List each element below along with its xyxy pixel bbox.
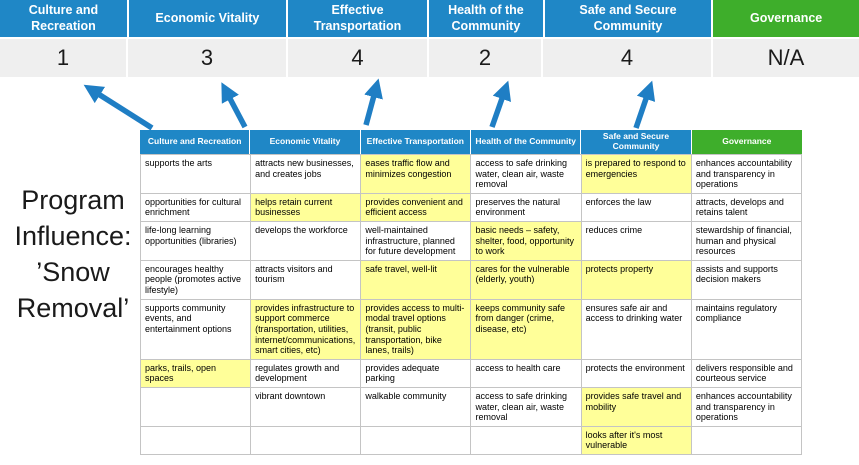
matrix-cell-r4-c1: encourages healthy people (promotes acti… <box>141 260 252 300</box>
matrix-cell-r8-c2 <box>251 426 362 456</box>
score-economic-vitality: 3 <box>128 39 286 77</box>
matrix-cell-r4-c2: attracts visitors and tourism <box>251 260 362 300</box>
matrix-cell-r6-c3: provides adequate parking <box>361 359 472 388</box>
matrix-cell-r2-c4: preserves the natural environment <box>471 193 582 223</box>
score-effective-transportation: 4 <box>288 39 427 77</box>
category-header-effective-transportation: Effective Transportation <box>287 0 428 37</box>
matrix-cell-r5-c2: provides infrastructure to support comme… <box>251 299 362 360</box>
matrix-cell-r5-c3: provides access to multi-modal travel op… <box>361 299 472 360</box>
matrix-cell-r3-c6: stewardship of financial, human and phys… <box>691 222 802 261</box>
matrix-cell-r5-c5: ensures safe air and access to drinking … <box>581 299 692 360</box>
matrix-cell-r4-c3: safe travel, well-lit <box>361 260 472 300</box>
matrix-cell-r3-c4: basic needs – safety, shelter, food, opp… <box>471 222 582 261</box>
matrix-cell-r4-c5: protects property <box>581 260 692 300</box>
influence-arrow-2 <box>221 82 248 129</box>
category-header-governance: Governance <box>713 0 859 37</box>
matrix-cell-r3-c2: develops the workforce <box>251 222 362 261</box>
matrix-cell-r2-c6: attracts, develops and retains talent <box>691 193 802 223</box>
matrix-cell-r8-c3 <box>361 426 472 456</box>
matrix-cell-r2-c3: provides convenient and efficient access <box>361 193 472 223</box>
category-header-economic-vitality: Economic Vitality <box>128 0 286 37</box>
matrix-cell-r6-c2: regulates growth and development <box>251 359 362 388</box>
matrix-cell-r2-c1: opportunities for cultural enrichment <box>141 193 252 223</box>
category-header-health-of-the-community: Health of the Community <box>429 0 543 37</box>
matrix-cell-r6-c1: parks, trails, open spaces <box>141 359 252 388</box>
matrix-cell-r3-c3: well-maintained infrastructure, planned … <box>361 222 472 261</box>
score-safe-and-secure-community: 4 <box>543 39 711 77</box>
matrix-cell-r1-c6: enhances accountability and transparency… <box>691 155 802 194</box>
matrix-cell-r8-c5: looks after it's most vulnerable <box>581 426 692 456</box>
influence-matrix: Culture and Recreation Economic Vitality… <box>140 130 802 456</box>
matrix-header-economic-vitality: Economic Vitality <box>250 130 361 154</box>
matrix-cell-r1-c5: is prepared to respond to emergencies <box>581 155 692 194</box>
influence-arrow-3 <box>363 78 383 126</box>
matrix-cell-r2-c5: enforces the law <box>581 193 692 223</box>
matrix-cell-r7-c4: access to safe drinking water, clean air… <box>471 387 582 427</box>
matrix-header-governance: Governance <box>691 130 802 154</box>
matrix-cell-r4-c6: assists and supports decision makers <box>691 260 802 300</box>
matrix-cell-r7-c3: walkable community <box>361 387 472 427</box>
matrix-cell-r6-c4: access to health care <box>471 359 582 388</box>
influence-arrow-4 <box>489 80 511 128</box>
matrix-cell-r3-c1: life-long learning opportunities (librar… <box>141 222 252 261</box>
matrix-cell-r5-c1: supports community events, and entertain… <box>141 299 252 360</box>
matrix-cell-r4-c4: cares for the vulnerable (elderly, youth… <box>471 260 582 300</box>
matrix-cell-r2-c2: helps retain current businesses <box>251 193 362 223</box>
category-header-safe-and-secure-community: Safe and Secure Community <box>544 0 712 37</box>
matrix-cell-r3-c5: reduces crime <box>581 222 692 261</box>
matrix-header-safe-and-secure-community: Safe and Secure Community <box>581 130 692 154</box>
influence-matrix-header: Culture and Recreation Economic Vitality… <box>140 130 802 154</box>
matrix-cell-r7-c2: vibrant downtown <box>251 387 362 427</box>
matrix-cell-r6-c6: delivers responsible and courteous servi… <box>691 359 802 388</box>
score-governance: N/A <box>713 39 859 77</box>
matrix-cell-r1-c1: supports the arts <box>141 155 252 194</box>
matrix-cell-r8-c1 <box>141 426 252 456</box>
matrix-cell-r5-c6: maintains regulatory compliance <box>691 299 802 360</box>
matrix-header-effective-transportation: Effective Transportation <box>360 130 471 154</box>
matrix-cell-r8-c4 <box>471 426 582 456</box>
matrix-cell-r6-c5: protects the environment <box>581 359 692 388</box>
matrix-cell-r1-c4: access to safe drinking water, clean air… <box>471 155 582 194</box>
influence-arrow-1 <box>83 84 154 131</box>
matrix-cell-r1-c3: eases traffic flow and minimizes congest… <box>361 155 472 194</box>
matrix-cell-r7-c1 <box>141 387 252 427</box>
matrix-header-culture-and-recreation: Culture and Recreation <box>140 130 251 154</box>
matrix-cell-r7-c5: provides safe travel and mobility <box>581 387 692 427</box>
category-header-culture-and-recreation: Culture and Recreation <box>0 0 127 37</box>
influence-arrow-5 <box>633 80 656 129</box>
matrix-cell-r8-c6 <box>691 426 802 456</box>
matrix-cell-r5-c4: keeps community safe from danger (crime,… <box>471 299 582 360</box>
score-band: 1 3 4 2 4 N/A <box>0 39 859 77</box>
matrix-header-health-of-the-community: Health of the Community <box>471 130 582 154</box>
category-header-band: Culture and Recreation Economic Vitality… <box>0 0 859 37</box>
matrix-cell-r1-c2: attracts new businesses, and creates job… <box>251 155 362 194</box>
influence-arrows <box>83 78 656 131</box>
score-health-of-the-community: 2 <box>429 39 541 77</box>
matrix-cell-r7-c6: enhances accountability and transparency… <box>691 387 802 427</box>
score-culture-and-recreation: 1 <box>0 39 126 77</box>
influence-matrix-body: supports the arts attracts new businesses… <box>140 154 802 456</box>
program-title: Program Influence: ’Snow Removal’ <box>14 185 132 323</box>
